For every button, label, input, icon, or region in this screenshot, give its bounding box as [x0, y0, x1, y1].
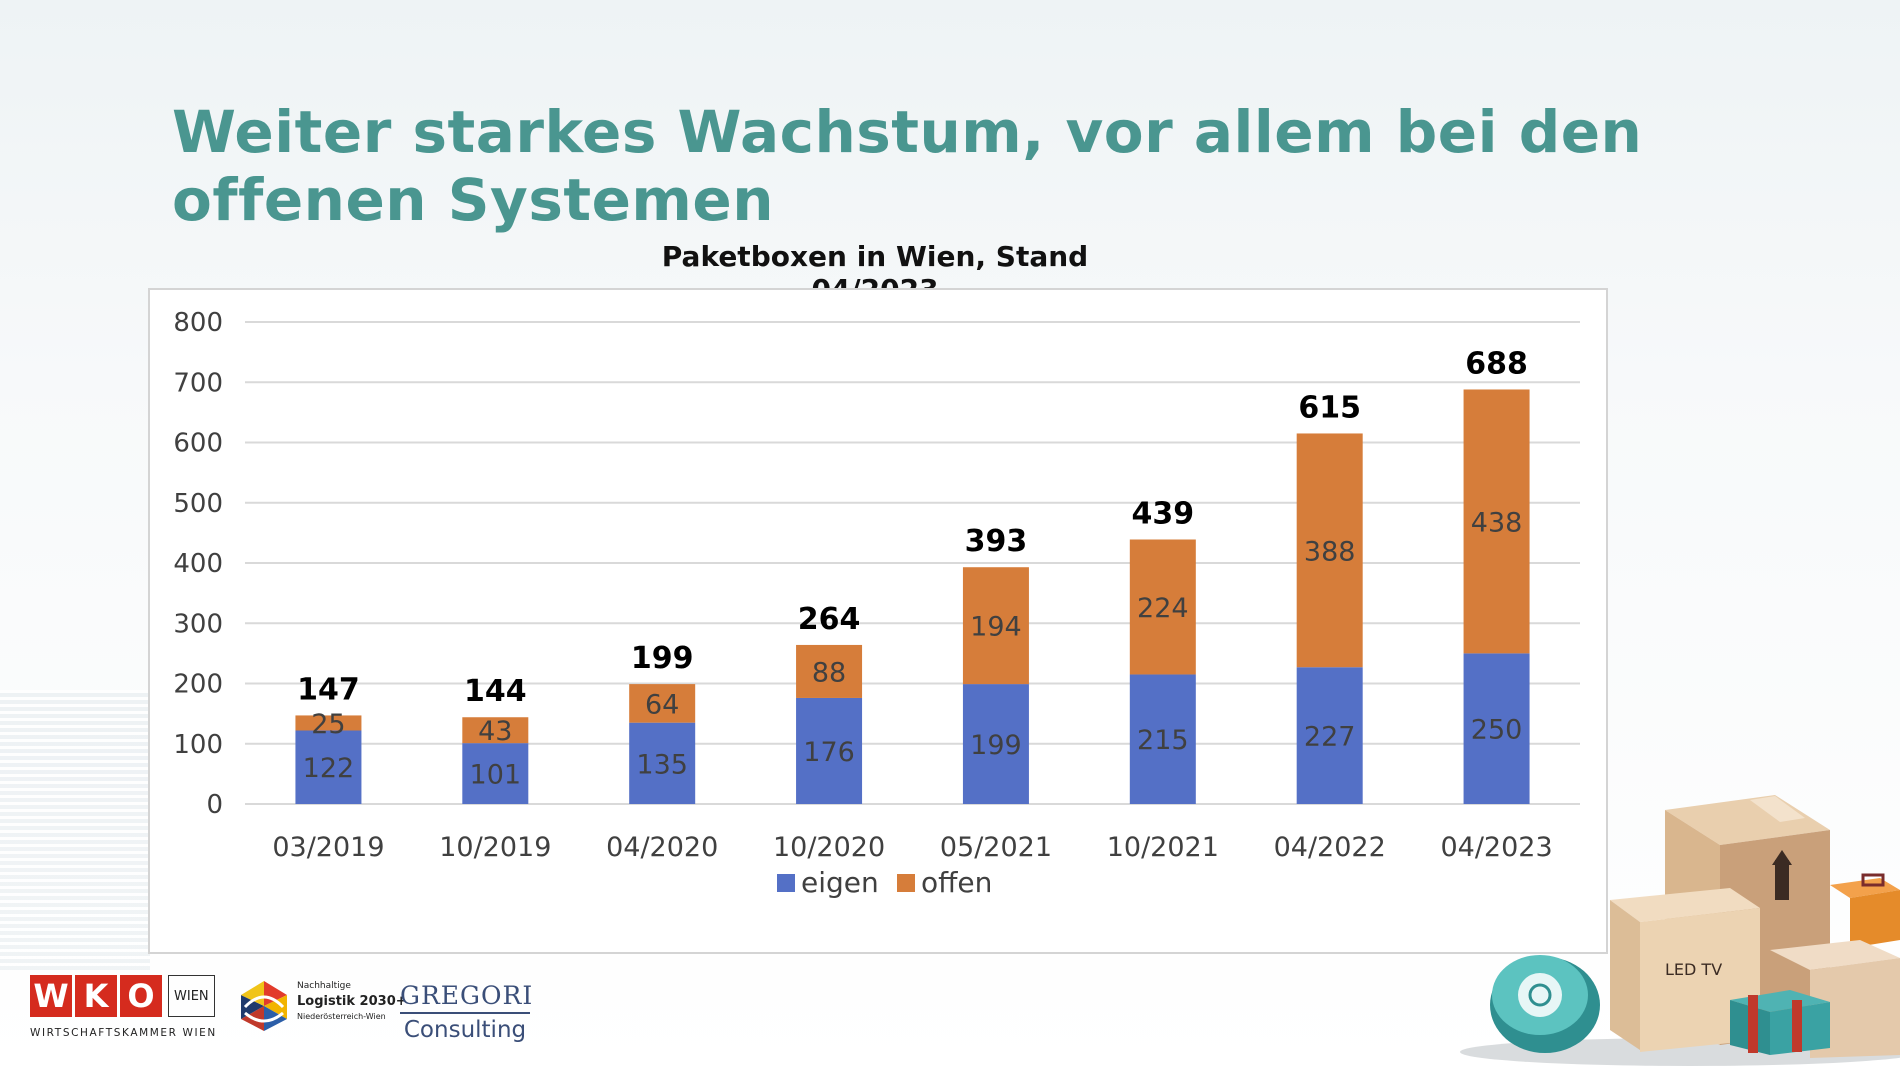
data-label-eigen: 199 [970, 730, 1022, 761]
y-tick-label: 600 [173, 429, 223, 459]
parcel-boxes-illustration: LED TV [1460, 795, 1900, 1066]
data-label-eigen: 101 [470, 760, 522, 791]
x-tick-label: 04/2023 [1440, 832, 1552, 863]
total-label: 615 [1298, 390, 1361, 425]
legend-label-offen: offen [921, 866, 992, 899]
data-label-eigen: 122 [303, 753, 355, 784]
logistik-line1: Nachhaltige [297, 981, 351, 991]
data-label-offen: 88 [812, 657, 846, 688]
y-tick-label: 400 [173, 549, 223, 579]
data-label-offen: 224 [1137, 593, 1189, 624]
x-tick-label: 10/2021 [1107, 832, 1219, 863]
tv-box-label: LED TV [1665, 960, 1722, 979]
data-label-offen: 438 [1471, 507, 1523, 538]
bar-eigen [1129, 674, 1196, 804]
bar-eigen [462, 743, 529, 804]
right-box-icon [1770, 940, 1900, 1058]
total-label: 393 [965, 524, 1028, 559]
y-tick-label: 300 [173, 609, 223, 639]
x-tick-label: 04/2020 [606, 832, 718, 863]
wko-region: WIEN [168, 975, 215, 1017]
data-label-offen: 43 [478, 716, 512, 747]
data-label-eigen: 227 [1304, 722, 1356, 753]
x-tick-label: 05/2021 [940, 832, 1052, 863]
gregori-consulting: Consulting [403, 1017, 527, 1043]
wko-letter-w: W [30, 975, 72, 1017]
bar-offen [295, 715, 362, 731]
total-label: 144 [464, 674, 527, 709]
x-tick-label: 03/2019 [272, 832, 384, 863]
bar-offen [1463, 389, 1530, 654]
total-label: 264 [798, 602, 861, 637]
round-container-icon [1490, 955, 1600, 1053]
data-label-eigen: 215 [1137, 725, 1189, 756]
total-label: 199 [631, 641, 694, 676]
legend-label-eigen: eigen [801, 866, 879, 899]
chart-area: 0 100 200 300 400 500 600 700 800 122 25 147 101 43 1… [148, 288, 1608, 954]
x-tick-label: 10/2019 [439, 832, 551, 863]
wko-logo: W K O WIEN [30, 975, 215, 1017]
logistik-line3: Niederösterreich-Wien [297, 1012, 386, 1021]
bar-offen [962, 567, 1029, 685]
y-tick-label: 500 [173, 489, 223, 519]
total-label: 439 [1132, 497, 1195, 532]
bar-offen [462, 717, 529, 744]
data-label-offen: 64 [645, 689, 679, 720]
legend-swatch-offen [897, 874, 915, 892]
logistik-emblem-icon [241, 981, 287, 1031]
logistik-logo: Nachhaltige Logistik 2030+ Niederösterre… [235, 975, 407, 1045]
wko-subtitle: WIRTSCHAFTSKAMMER WIEN [30, 1027, 217, 1039]
bar-eigen [1296, 667, 1363, 804]
bar-offen [1129, 539, 1196, 675]
bar-offen [796, 644, 863, 698]
y-tick-label: 0 [206, 790, 223, 820]
wko-letter-k: K [75, 975, 117, 1017]
y-tick-label: 700 [173, 368, 223, 398]
legend-swatch-eigen [777, 874, 795, 892]
data-label-eigen: 135 [636, 749, 688, 780]
data-label-offen: 194 [970, 612, 1022, 643]
bar-offen [1296, 433, 1363, 668]
bar-eigen [295, 730, 362, 804]
orange-box-icon [1830, 873, 1900, 948]
bar-eigen [629, 722, 696, 804]
y-tick-label: 800 [173, 308, 223, 338]
gift-box-icon [1730, 990, 1830, 1055]
gregori-logo: GREGORI Consulting [400, 981, 532, 1043]
y-tick-label: 200 [173, 670, 223, 700]
data-label-offen: 25 [311, 709, 345, 740]
wko-letter-o: O [120, 975, 162, 1017]
data-label-eigen: 250 [1471, 715, 1523, 746]
x-tick-label: 10/2020 [773, 832, 885, 863]
total-label: 147 [297, 672, 360, 707]
data-label-offen: 388 [1304, 536, 1356, 567]
bar-offen [629, 684, 696, 723]
decorative-lines [0, 690, 150, 970]
logistik-line2: Logistik 2030+ [297, 994, 407, 1009]
bar-eigen [962, 684, 1029, 804]
bar-eigen [1463, 653, 1530, 804]
y-tick-label: 100 [173, 730, 223, 760]
bar-eigen [796, 697, 863, 804]
gregori-name: GREGORI [400, 981, 532, 1014]
data-label-eigen: 176 [803, 737, 855, 768]
total-label: 688 [1465, 346, 1528, 381]
slide-title: Weiter starkes Wachstum, vor allem bei d… [172, 98, 1643, 234]
x-tick-label: 04/2022 [1274, 832, 1386, 863]
